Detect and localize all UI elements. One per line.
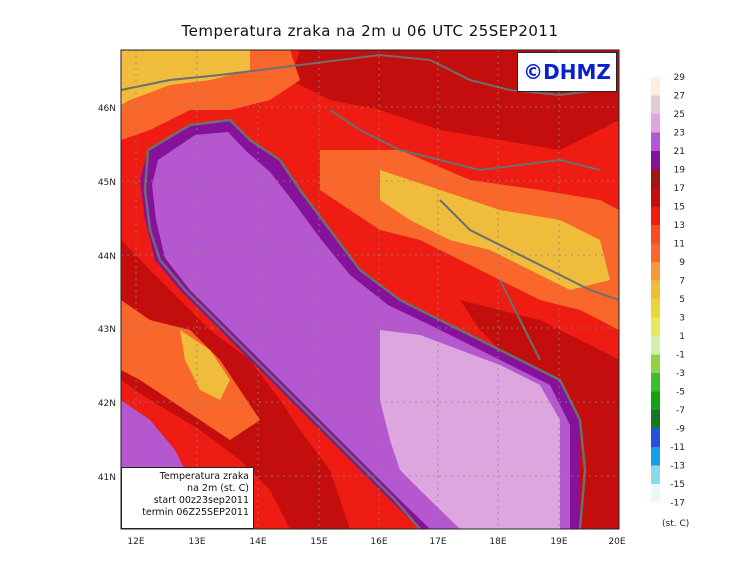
- legend-swatch: [651, 280, 660, 299]
- lon-axis: 12E 13E 14E 15E 16E 17E 18E 19E 20E: [127, 537, 625, 547]
- lon-tick: 19E: [550, 537, 567, 547]
- land-cool-italy: [180, 330, 230, 400]
- legend-label: -3: [676, 369, 685, 379]
- graticule: [121, 50, 619, 529]
- legend-swatch: [651, 114, 660, 133]
- legend-swatch: [651, 299, 660, 318]
- legend-swatch: [651, 447, 660, 466]
- lon-tick: 17E: [429, 537, 446, 547]
- legend-swatch: [651, 151, 660, 170]
- legend-label: 25: [674, 110, 685, 120]
- legend-label: 11: [674, 240, 685, 250]
- land-cool-dinaric: [380, 170, 610, 290]
- border-balkans: [329, 109, 619, 361]
- legend-label: 13: [674, 221, 685, 231]
- legend-swatch: [651, 410, 660, 429]
- legend-label: 1: [679, 332, 685, 342]
- legend-swatch: [651, 391, 660, 410]
- dhmz-logo: ©DHMZ: [517, 52, 617, 92]
- legend-label: 5: [679, 295, 685, 305]
- lat-tick: 41N: [98, 473, 116, 483]
- legend-swatch: [651, 336, 660, 355]
- legend-swatch: [651, 95, 660, 114]
- legend-label: -11: [670, 443, 685, 453]
- land-hot-east: [460, 300, 619, 529]
- info-line: termin 06Z25SEP2011: [142, 507, 249, 518]
- info-line: start 00z23sep2011: [153, 495, 249, 506]
- legend-label: -13: [670, 462, 685, 472]
- legend-unit: (st. C): [662, 519, 690, 529]
- legend-swatch: [651, 317, 660, 336]
- legend-label: -5: [676, 388, 685, 398]
- legend-swatch: [651, 206, 660, 225]
- legend-swatch: [651, 354, 660, 373]
- lon-tick: 16E: [370, 537, 387, 547]
- legend-label: -15: [670, 480, 685, 490]
- lon-tick: 20E: [608, 537, 625, 547]
- legend-label: 29: [674, 73, 686, 83]
- lat-tick: 46N: [98, 104, 116, 114]
- legend-label: 27: [674, 92, 685, 102]
- legend-label: 7: [679, 277, 685, 287]
- lat-tick: 42N: [98, 399, 116, 409]
- info-line: na 2m (st. C): [187, 483, 249, 494]
- legend-label: 21: [674, 147, 685, 157]
- legend-swatch: [651, 169, 660, 188]
- legend-label: 15: [674, 203, 685, 213]
- legend-swatch: [651, 243, 660, 262]
- legend-label: -9: [676, 425, 685, 435]
- lat-tick: 45N: [98, 178, 116, 188]
- lon-tick: 18E: [489, 537, 506, 547]
- legend-swatch: [651, 484, 660, 503]
- legend-swatch: [651, 465, 660, 484]
- legend-label: 23: [674, 129, 685, 139]
- info-line: Temperatura zraka: [159, 471, 249, 482]
- legend-label: 3: [679, 314, 685, 324]
- info-box: Temperatura zraka na 2m (st. C) start 00…: [121, 467, 254, 529]
- lat-axis: 46N 45N 44N 43N 42N 41N: [98, 104, 116, 483]
- legend-swatch: [651, 188, 660, 207]
- legend-label: -1: [676, 351, 685, 361]
- map-title: Temperatura zraka na 2m u 06 UTC 25SEP20…: [181, 22, 559, 40]
- lon-tick: 13E: [188, 537, 205, 547]
- legend-label: 19: [674, 166, 686, 176]
- plot-frame: [120, 49, 620, 530]
- legend-label: 17: [674, 184, 685, 194]
- color-legend: 29 27 25 23 21 19 17 15 13 11 9 7 5 3 1 -1 -3 -5 -7 -9 -11 -1…: [651, 73, 685, 509]
- legend-label: -7: [676, 406, 685, 416]
- lon-tick: 14E: [249, 537, 266, 547]
- lon-tick: 15E: [310, 537, 327, 547]
- legend-swatch: [651, 77, 660, 96]
- lat-tick: 43N: [98, 325, 116, 335]
- coastline-west: [143, 149, 421, 529]
- legend-label: 9: [679, 258, 685, 268]
- sea-warm-south: [380, 330, 560, 529]
- legend-swatch: [651, 373, 660, 392]
- legend-swatch: [651, 262, 660, 281]
- legend-label: -17: [670, 499, 685, 509]
- coastline-east: [147, 118, 587, 529]
- lon-tick: 12E: [127, 537, 144, 547]
- legend-swatch: [651, 132, 660, 151]
- legend-swatch: [651, 428, 660, 447]
- lat-tick: 44N: [98, 252, 116, 262]
- legend-swatch: [651, 225, 660, 244]
